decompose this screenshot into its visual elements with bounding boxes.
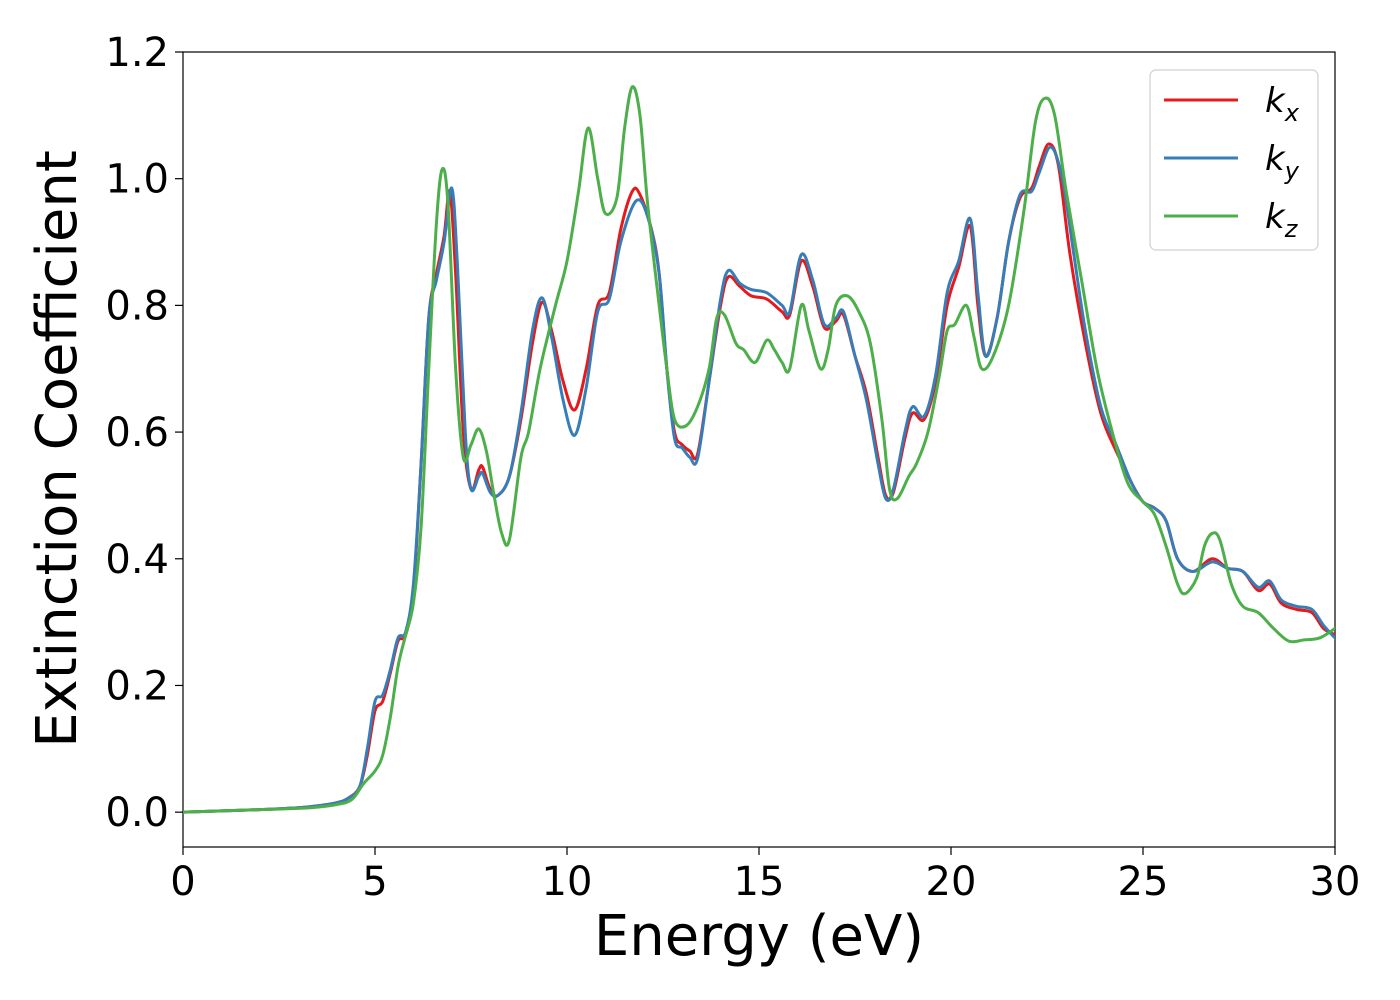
series-layer: [183, 85, 1335, 814]
legend: kx ky kz: [1149, 69, 1319, 251]
series-line-kz: [183, 85, 1335, 814]
x-tick-label: 0: [170, 859, 195, 905]
y-tick-label: 0.6: [105, 410, 169, 456]
x-tick-label: 10: [542, 859, 593, 905]
y-tick-label: 0.2: [105, 663, 169, 709]
y-tick-label: 1.2: [105, 30, 169, 76]
x-tick-label: 25: [1118, 859, 1169, 905]
y-tick-label: 0.4: [105, 537, 169, 583]
y-axis-title: Extinction Coefficient: [25, 150, 90, 748]
x-tick-label: 15: [734, 859, 785, 905]
y-tick-label: 0.0: [105, 790, 169, 836]
x-tick-label: 20: [926, 859, 977, 905]
legend-label-kz: kz: [1265, 197, 1299, 243]
legend-box: [1149, 69, 1319, 251]
y-axis-ticks: 0.0 0.2 0.4 0.6 0.8 1.0 1.2: [105, 30, 183, 836]
x-axis-title: Energy (eV): [594, 904, 924, 969]
legend-label-kx: kx: [1265, 81, 1300, 127]
y-tick-label: 1.0: [105, 157, 169, 203]
x-tick-label: 30: [1310, 859, 1361, 905]
x-axis-ticks: 0 5 10 15 20 25 30: [170, 847, 1360, 905]
legend-label-ky: ky: [1265, 139, 1300, 185]
y-tick-label: 0.8: [105, 283, 169, 329]
x-tick-label: 5: [362, 859, 387, 905]
series-line-ky: [183, 145, 1335, 814]
